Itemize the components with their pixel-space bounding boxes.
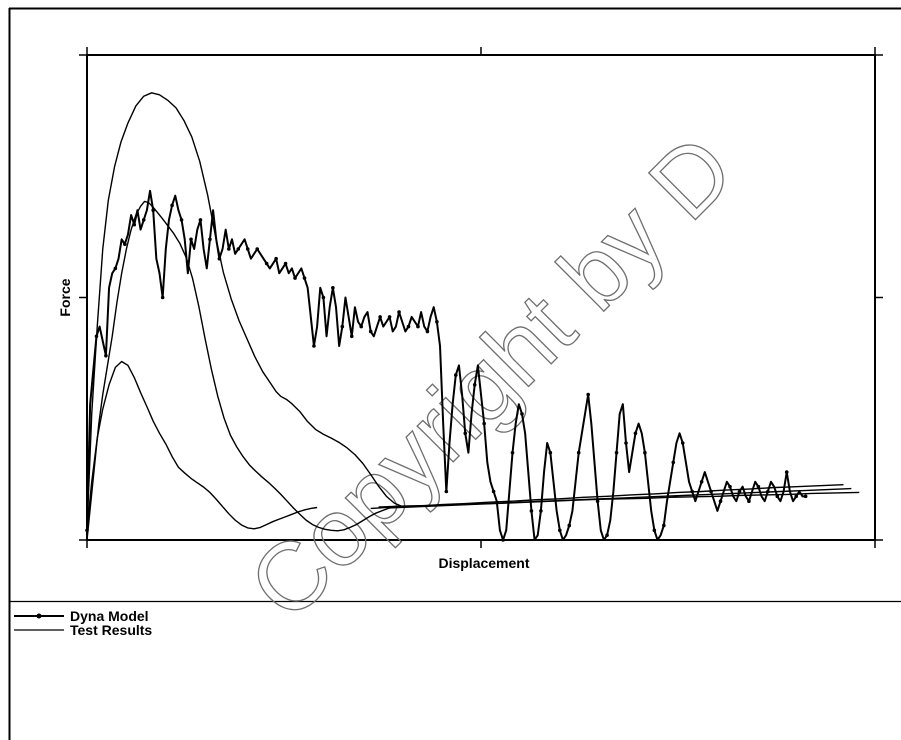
series-1-point-120: [463, 431, 468, 436]
series-1-point-147: [548, 450, 553, 455]
series-1-point-174: [633, 431, 638, 436]
series-1-point-141: [529, 509, 534, 513]
series-1-point-84: [349, 334, 354, 339]
series-1-point-123: [472, 383, 477, 387]
series-1-point-72: [312, 344, 316, 348]
series-1-point-207: [737, 489, 742, 494]
series-1-point-138: [520, 412, 524, 416]
legend-label-2: Test Results: [70, 622, 152, 638]
series-1-point-171: [624, 441, 628, 445]
series-1-point-39: [208, 237, 212, 242]
series-1-point-132: [501, 538, 505, 542]
series-1-point-156: [576, 450, 581, 455]
series-2-curve-5: [386, 491, 860, 509]
series-1-point-135: [510, 450, 515, 455]
series-1-point-150: [558, 528, 562, 533]
series-1-point-201: [718, 499, 723, 504]
series-1-point-102: [406, 324, 411, 329]
series-1-point-168: [614, 450, 619, 455]
series-1-point-18: [141, 218, 146, 222]
outer-frame: [8, 7, 901, 740]
series-1-point-222: [784, 470, 789, 474]
series-1-point-228: [803, 494, 808, 499]
series-2: [86, 92, 860, 541]
series-1-point-96: [387, 315, 392, 319]
series-1-point-129: [491, 489, 496, 494]
series-1-point-117: [453, 373, 458, 377]
series-1-point-48: [236, 247, 241, 251]
series-2-curve-2: [86, 200, 395, 541]
series-1-point-210: [747, 499, 751, 504]
series-1-point-66: [293, 276, 297, 280]
series-2-curve-6: [370, 484, 844, 510]
series-1-point-24: [160, 295, 165, 300]
legend-entry-2: Test Results: [14, 622, 152, 638]
series-2-curve-3: [86, 360, 318, 531]
series-1-point-51: [245, 247, 250, 251]
series-1-point-204: [728, 484, 732, 489]
series-1-point-33: [189, 237, 193, 242]
series-1-point-180: [652, 528, 657, 533]
series-1: [85, 189, 808, 542]
series: [85, 92, 860, 542]
series-1-point-90: [368, 329, 373, 334]
series-1-point-114: [444, 489, 449, 494]
y-axis-label: Force: [57, 278, 73, 316]
series-1-point-93: [378, 315, 382, 319]
series-1-point-126: [482, 421, 486, 426]
plot-area-border: [86, 54, 876, 541]
series-1-point-99: [397, 310, 401, 314]
series-1-point-105: [416, 324, 420, 329]
series-1-point-81: [340, 324, 345, 329]
series-1-point-45: [227, 247, 231, 251]
series-1-point-162: [595, 499, 600, 504]
series-1-point-6: [104, 353, 108, 358]
series-1-point-111: [435, 319, 439, 324]
series-1-point-195: [699, 480, 704, 484]
series-1-point-69: [302, 276, 307, 280]
series-1-point-177: [643, 450, 647, 455]
series-1-point-108: [425, 329, 430, 334]
legend-label-1: Dyna Model: [70, 608, 149, 624]
series-1-point-153: [567, 523, 572, 528]
series-1-point-63: [283, 261, 288, 266]
series-2-curve-1: [86, 92, 403, 531]
series-1-point-87: [359, 324, 364, 329]
series-1-point-219: [775, 494, 780, 499]
series-1-point-186: [671, 460, 676, 465]
series-1-point-78: [331, 286, 335, 290]
series-1-point-225: [794, 494, 798, 499]
axis-labels: Displacement Force: [57, 278, 530, 571]
x-axis-label: Displacement: [438, 555, 529, 571]
series-1-point-54: [255, 247, 260, 251]
series-1-point-30: [179, 218, 184, 222]
series-1-point-159: [586, 392, 590, 397]
series-1-point-27: [170, 203, 174, 208]
series-1-point-60: [274, 256, 278, 261]
legend-marker-1: [36, 613, 42, 619]
series-1-point-36: [198, 218, 203, 222]
legend-entry-1: Dyna Model: [14, 608, 149, 624]
series-1-point-9: [113, 266, 118, 271]
series-1-point-183: [662, 523, 666, 528]
series-1-point-189: [680, 441, 685, 445]
series-1-point-213: [756, 484, 761, 489]
series-1-point-57: [264, 261, 269, 266]
series-1-point-165: [605, 533, 609, 537]
series-1-point-75: [321, 295, 326, 300]
series-1-point-12: [123, 242, 127, 246]
axes: [79, 47, 883, 548]
series-1-point-144: [539, 509, 543, 513]
